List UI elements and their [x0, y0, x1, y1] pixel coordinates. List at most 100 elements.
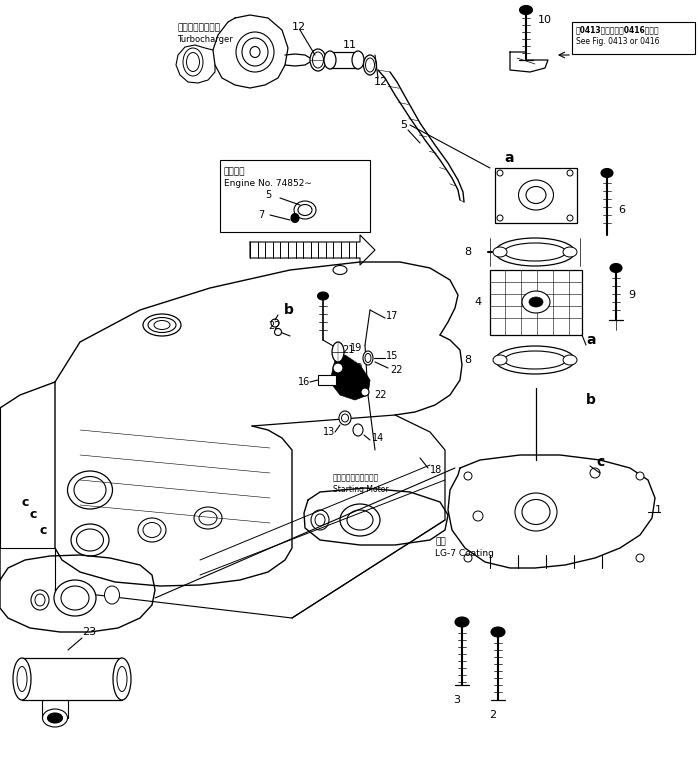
Bar [220, 160, 370, 232]
Text: See Fig. 0413 or 0416: See Fig. 0413 or 0416 [576, 37, 660, 46]
Ellipse shape [35, 594, 45, 606]
Text: Starting Motor: Starting Motor [333, 486, 389, 495]
Text: 8: 8 [464, 355, 471, 365]
Text: 2: 2 [489, 710, 496, 720]
Ellipse shape [497, 215, 503, 221]
Ellipse shape [473, 511, 483, 521]
Ellipse shape [242, 38, 268, 66]
Ellipse shape [515, 493, 557, 531]
Ellipse shape [138, 518, 166, 542]
Text: 12: 12 [292, 22, 306, 32]
Ellipse shape [529, 297, 543, 307]
Text: c: c [596, 455, 604, 469]
Ellipse shape [495, 238, 575, 266]
Text: 10: 10 [538, 15, 552, 25]
Ellipse shape [365, 354, 371, 362]
Ellipse shape [31, 590, 49, 610]
Ellipse shape [522, 291, 550, 313]
Ellipse shape [324, 51, 336, 69]
Ellipse shape [352, 51, 364, 69]
Ellipse shape [17, 667, 27, 692]
Polygon shape [330, 355, 370, 400]
Bar [572, 22, 695, 54]
Ellipse shape [339, 411, 351, 425]
Ellipse shape [333, 363, 343, 373]
Text: 図0413図または図0416図参照: 図0413図または図0416図参照 [576, 26, 660, 34]
Text: a: a [586, 333, 595, 347]
Bar [490, 270, 582, 335]
Ellipse shape [636, 472, 644, 480]
Text: 5: 5 [400, 120, 407, 130]
Text: 15: 15 [386, 351, 399, 361]
Text: 適用号機: 適用号機 [224, 167, 246, 177]
Ellipse shape [563, 247, 577, 257]
Text: 6: 6 [618, 205, 625, 215]
Text: 4: 4 [474, 297, 481, 307]
Text: ターボチャージャ: ターボチャージャ [177, 24, 220, 33]
Text: 21: 21 [342, 345, 355, 355]
Ellipse shape [455, 617, 469, 627]
Ellipse shape [347, 510, 373, 530]
Ellipse shape [495, 346, 575, 374]
Text: a: a [504, 151, 514, 165]
Ellipse shape [311, 510, 329, 530]
Text: c: c [22, 495, 29, 508]
Ellipse shape [340, 504, 380, 536]
Text: 19: 19 [350, 343, 362, 353]
Ellipse shape [504, 351, 566, 369]
Ellipse shape [601, 168, 613, 177]
Ellipse shape [250, 46, 260, 58]
Text: 18: 18 [430, 465, 443, 475]
Ellipse shape [636, 554, 644, 562]
Text: 塗布: 塗布 [435, 537, 446, 546]
Ellipse shape [43, 709, 68, 727]
Ellipse shape [113, 658, 131, 700]
Ellipse shape [364, 55, 376, 75]
Text: 5: 5 [265, 190, 272, 200]
Text: 11: 11 [343, 40, 357, 50]
Ellipse shape [464, 554, 472, 562]
Ellipse shape [183, 48, 203, 76]
Text: 17: 17 [386, 311, 399, 321]
Ellipse shape [341, 414, 348, 422]
Ellipse shape [526, 186, 546, 203]
Text: b: b [284, 303, 294, 317]
Text: 22: 22 [390, 365, 403, 375]
Ellipse shape [71, 524, 109, 556]
Text: c: c [40, 524, 47, 537]
Text: 22: 22 [268, 321, 281, 331]
Text: Turbocharger: Turbocharger [177, 36, 232, 44]
Ellipse shape [271, 319, 279, 327]
Ellipse shape [315, 514, 325, 526]
Ellipse shape [318, 292, 329, 300]
Ellipse shape [504, 243, 566, 261]
Ellipse shape [361, 388, 369, 396]
Text: 1: 1 [655, 505, 662, 515]
Ellipse shape [274, 329, 281, 336]
Ellipse shape [497, 170, 503, 176]
Ellipse shape [47, 713, 63, 723]
Ellipse shape [567, 170, 573, 176]
Text: スターティングモータ: スターティングモータ [333, 473, 379, 482]
Text: 22: 22 [374, 390, 387, 400]
Ellipse shape [143, 314, 181, 336]
Text: 13: 13 [323, 427, 335, 437]
Ellipse shape [294, 201, 316, 219]
Text: 12.: 12. [374, 77, 392, 87]
Ellipse shape [333, 266, 347, 275]
Ellipse shape [493, 247, 507, 257]
Ellipse shape [353, 424, 363, 436]
Text: 9: 9 [628, 290, 635, 300]
Text: 23: 23 [82, 627, 96, 637]
Ellipse shape [464, 472, 472, 480]
Text: b: b [586, 393, 596, 407]
Ellipse shape [491, 627, 505, 637]
Ellipse shape [61, 586, 89, 610]
Text: 14: 14 [372, 433, 385, 443]
Ellipse shape [590, 468, 600, 478]
Ellipse shape [13, 658, 31, 700]
Text: 8: 8 [464, 247, 471, 257]
Ellipse shape [154, 320, 170, 330]
Ellipse shape [493, 355, 507, 365]
Ellipse shape [117, 667, 127, 692]
